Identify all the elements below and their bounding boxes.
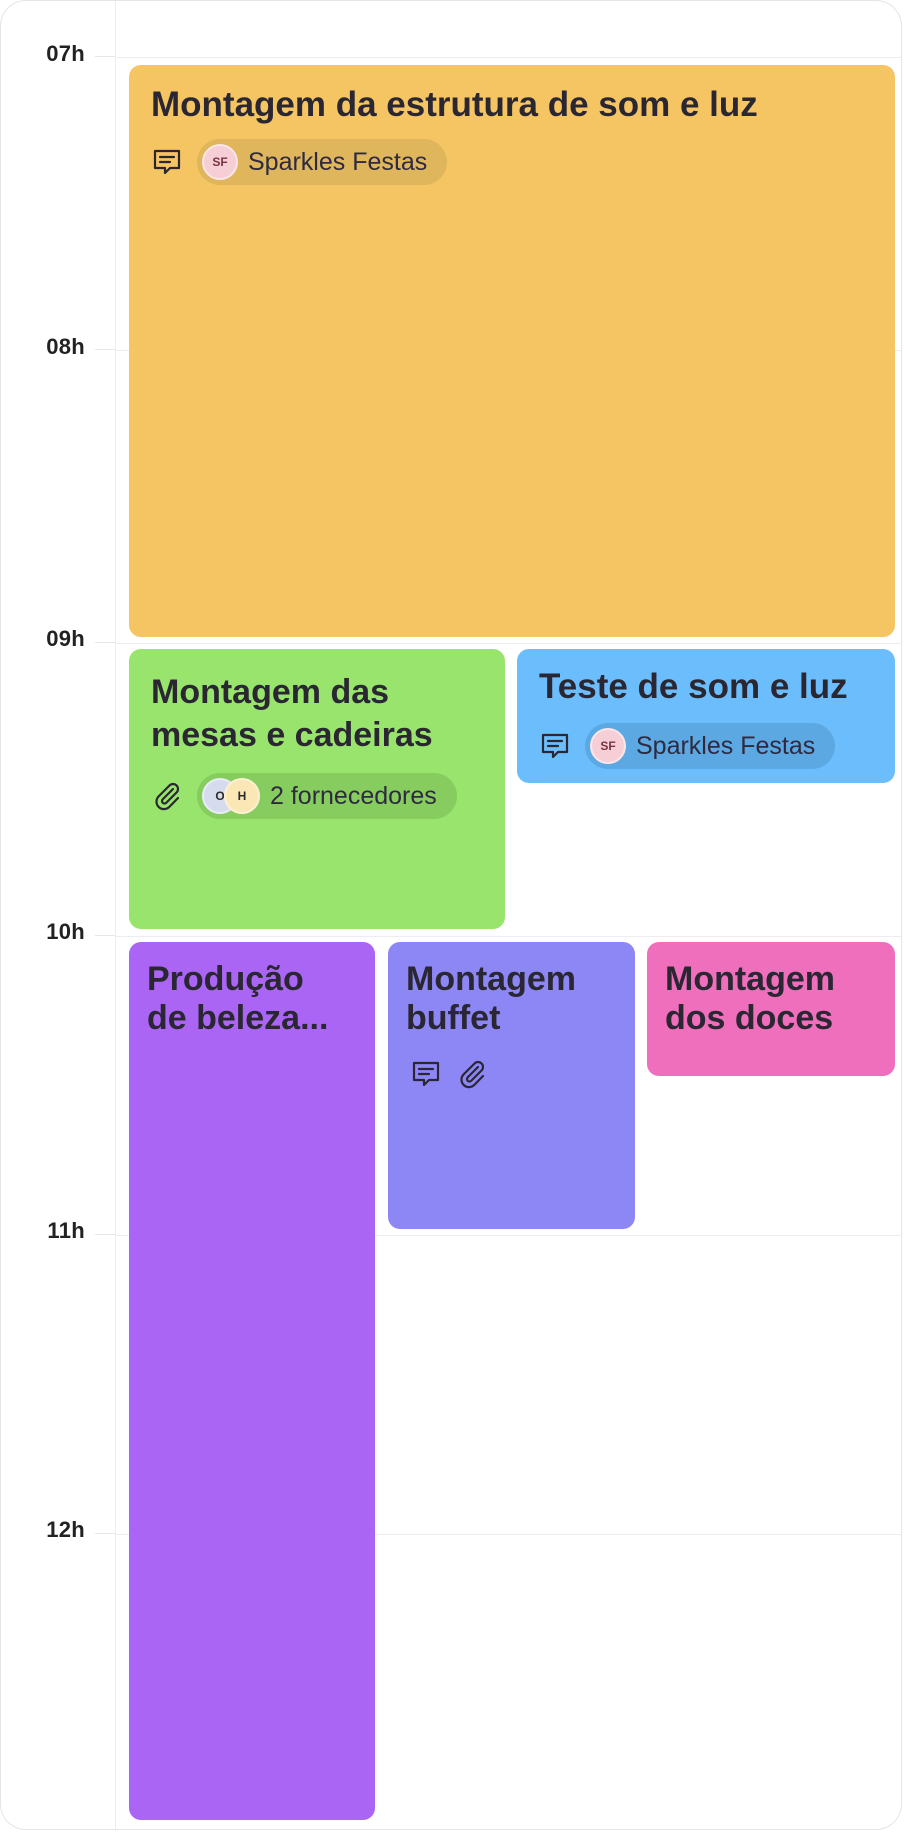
supplier-avatars: O H xyxy=(202,778,260,814)
supplier-avatar: H xyxy=(224,778,260,814)
time-column-divider xyxy=(115,1,116,1829)
event-sound-light-test[interactable]: Teste de som e luz SF Sparkles Festas xyxy=(517,649,895,783)
supplier-avatar: SF xyxy=(202,144,238,180)
event-title: Produção de beleza... xyxy=(147,960,328,1038)
event-meta xyxy=(406,1054,492,1094)
event-sweets[interactable]: Montagem dos doces xyxy=(647,942,895,1076)
event-title-line: mesas e cadeiras xyxy=(151,716,433,754)
comment-icon[interactable] xyxy=(147,142,187,182)
suppliers-count: 2 fornecedores xyxy=(270,781,437,810)
event-title-line: buffet xyxy=(406,999,501,1037)
hour-label-07: 07h xyxy=(46,41,85,66)
event-sound-light-setup[interactable]: Montagem da estrutura de som e luz SF Sp… xyxy=(129,65,895,637)
hour-tick xyxy=(95,1234,115,1235)
hour-label-11: 11h xyxy=(47,1218,85,1243)
hour-tick xyxy=(95,1533,115,1534)
event-title: Montagem buffet xyxy=(406,960,576,1038)
event-beauty-production[interactable]: Produção de beleza... xyxy=(129,942,375,1820)
event-title-line: Montagem das xyxy=(151,673,390,711)
paperclip-icon[interactable] xyxy=(147,776,187,816)
event-meta: SF Sparkles Festas xyxy=(147,139,448,185)
event-buffet[interactable]: Montagem buffet xyxy=(388,942,635,1229)
event-meta: O H 2 fornecedores xyxy=(147,773,457,819)
hour-label-09: 09h xyxy=(46,626,85,651)
hour-tick xyxy=(95,56,115,57)
event-title: Montagem dos doces xyxy=(665,960,835,1038)
event-title: Montagem da estrutura de som e luz xyxy=(151,85,758,124)
event-title: Montagem das mesas e cadeiras xyxy=(151,671,433,757)
event-title-line: Montagem xyxy=(406,960,576,998)
event-tables-chairs[interactable]: Montagem das mesas e cadeiras O H 2 forn… xyxy=(129,649,505,929)
paperclip-icon[interactable] xyxy=(452,1054,492,1094)
hour-tick xyxy=(95,642,115,643)
hour-label-12: 12h xyxy=(46,1517,85,1542)
hour-gridline xyxy=(116,936,901,937)
comment-icon[interactable] xyxy=(406,1054,446,1094)
supplier-chip[interactable]: SF Sparkles Festas xyxy=(197,139,448,185)
hour-gridline xyxy=(116,1534,901,1535)
event-title: Teste de som e luz xyxy=(539,667,848,706)
supplier-chip[interactable]: SF Sparkles Festas xyxy=(585,723,836,769)
comment-icon[interactable] xyxy=(535,726,575,766)
supplier-avatar: SF xyxy=(590,728,626,764)
event-title-line: Produção xyxy=(147,960,304,998)
supplier-name: Sparkles Festas xyxy=(636,731,816,760)
hour-tick xyxy=(95,935,115,936)
hour-label-08: 08h xyxy=(46,334,85,359)
hour-gridline xyxy=(116,57,901,58)
hour-tick xyxy=(95,349,115,350)
hour-gridline xyxy=(116,1235,901,1236)
event-meta: SF Sparkles Festas xyxy=(535,723,836,769)
hour-gridline xyxy=(116,643,901,644)
hour-label-10: 10h xyxy=(46,919,85,944)
suppliers-chip[interactable]: O H 2 fornecedores xyxy=(197,773,457,819)
event-title-line: de beleza... xyxy=(147,999,329,1037)
supplier-name: Sparkles Festas xyxy=(248,147,428,176)
event-title-line: dos doces xyxy=(665,999,834,1037)
event-title-line: Montagem xyxy=(665,960,835,998)
